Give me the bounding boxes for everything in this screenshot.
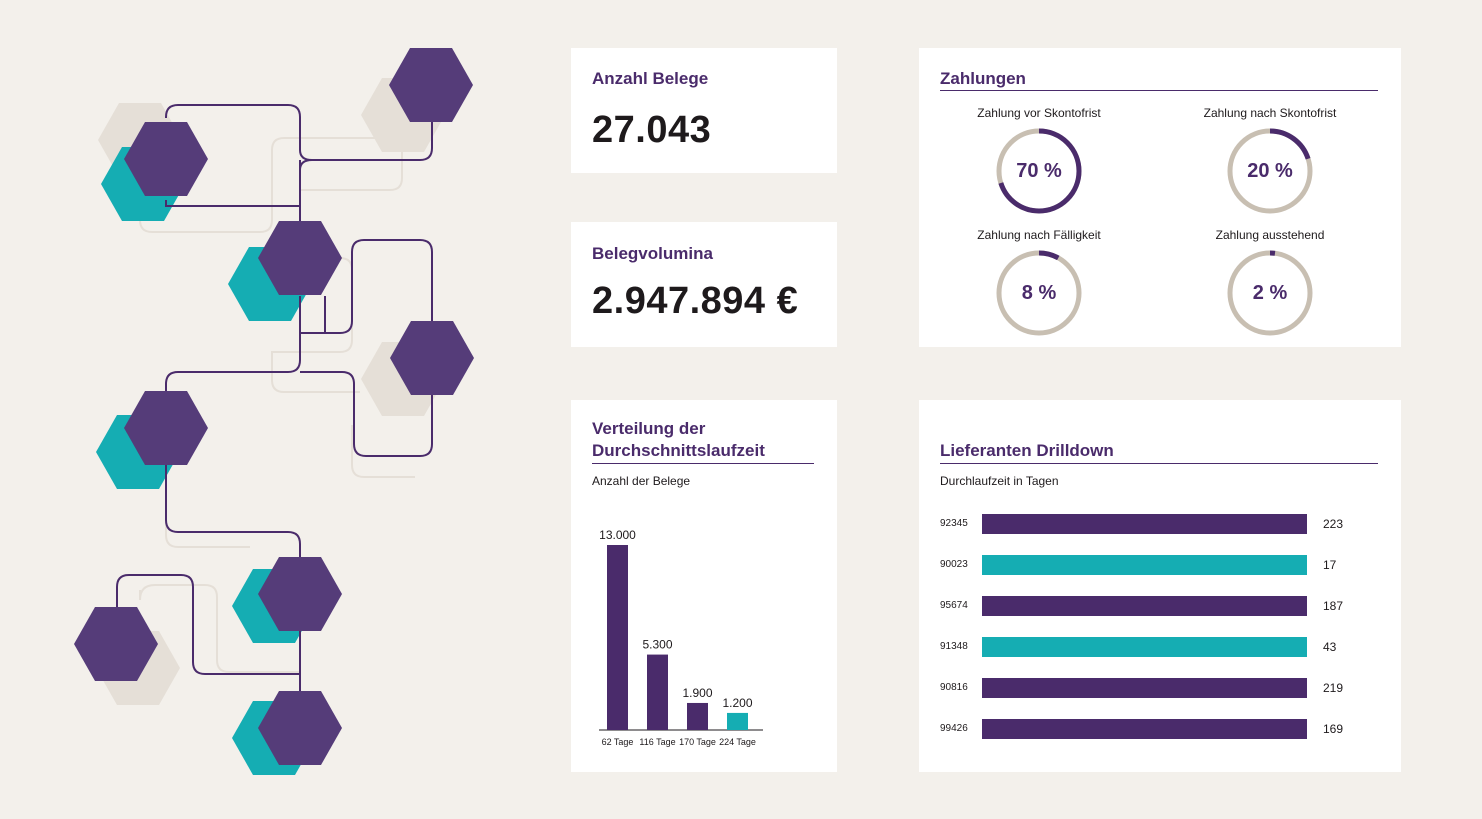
distribution-subtitle: Anzahl der Belege — [592, 474, 691, 488]
chart-value-label: 1.200 — [722, 696, 752, 710]
supplier-id: 99426 — [940, 723, 968, 734]
supplier-id: 90816 — [940, 682, 968, 693]
hexagon-network-illustration — [74, 48, 474, 775]
supplier-value: 43 — [1323, 640, 1337, 654]
distribution-title-line2: Durchschnittslaufzeit — [592, 441, 765, 460]
supplier-value: 223 — [1323, 517, 1344, 531]
payment-label-2: Zahlung nach Fälligkeit — [977, 228, 1101, 242]
payment-donut-arc-3 — [1227, 250, 1313, 336]
supplier-id: 91348 — [940, 641, 968, 652]
payment-donut-3: 2 % — [1225, 248, 1315, 338]
card-documents-count: Anzahl Belege 27.043 — [571, 48, 837, 173]
card-payments: Zahlungen Zahlung vor Skontofrist 70 % Z… — [919, 48, 1401, 347]
supplier-value: 169 — [1323, 722, 1344, 736]
payment-value-0: 70 % — [1016, 160, 1062, 182]
supplier-bar — [982, 719, 1307, 739]
supplier-id: 92345 — [940, 518, 968, 529]
payments-title-rule — [940, 90, 1378, 91]
payment-donut-arc-2 — [996, 250, 1082, 336]
supplier-id: 95674 — [940, 600, 968, 611]
payment-donut-1: 20 % — [1225, 126, 1315, 216]
payment-label-1: Zahlung nach Skontofrist — [1203, 106, 1337, 120]
card-supplier-drilldown: Lieferanten Drilldown Durchlaufzeit in T… — [919, 400, 1401, 772]
chart-bar — [727, 712, 748, 730]
chart-tick-label: 116 Tage — [639, 737, 675, 747]
documents-title: Anzahl Belege — [592, 69, 709, 88]
chart-tick-label: 224 Tage — [719, 737, 756, 747]
supplier-value: 219 — [1323, 681, 1344, 695]
payment-value-2: 8 % — [1021, 282, 1057, 304]
chart-value-label: 13.000 — [599, 528, 636, 542]
supplier-value: 17 — [1323, 558, 1337, 572]
chart-tick-label: 62 Tage — [602, 737, 634, 747]
distribution-title-line1: Verteilung der — [592, 419, 706, 438]
chart-tick-label: 170 Tage — [679, 737, 716, 747]
chart-bar — [607, 545, 628, 730]
supplier-bar — [982, 637, 1307, 657]
distribution-bar-chart: 13.000 62 Tage 5.300 116 Tage 1.900 170 Tage 1… — [599, 528, 763, 747]
supplier-bar — [982, 596, 1307, 616]
payment-label-0: Zahlung vor Skontofrist — [977, 106, 1101, 120]
supplier-id: 90023 — [940, 559, 968, 570]
payment-donut-arc-0 — [996, 128, 1082, 214]
drilldown-subtitle: Durchlaufzeit in Tagen — [940, 474, 1059, 488]
drilldown-title: Lieferanten Drilldown — [940, 441, 1114, 460]
payment-donut-0: 70 % — [994, 126, 1084, 216]
payment-value-1: 20 % — [1247, 160, 1293, 182]
payment-donut-2: 8 % — [994, 248, 1084, 338]
card-document-volume: Belegvolumina 2.947.894 € — [571, 222, 837, 347]
supplier-bar — [982, 555, 1307, 575]
card-distribution-chart: Verteilung der Durchschnittslaufzeit Anz… — [571, 400, 837, 772]
supplier-value: 187 — [1323, 599, 1344, 613]
documents-value: 27.043 — [592, 109, 712, 151]
volume-value: 2.947.894 € — [592, 280, 799, 322]
volume-title: Belegvolumina — [592, 244, 713, 263]
drilldown-title-rule — [940, 463, 1378, 464]
supplier-bar — [982, 514, 1307, 534]
chart-value-label: 1.900 — [682, 686, 712, 700]
chart-value-label: 5.300 — [642, 638, 672, 652]
payments-title: Zahlungen — [940, 69, 1026, 88]
payment-donut-arc-1 — [1227, 128, 1313, 214]
payment-label-3: Zahlung ausstehend — [1215, 228, 1325, 242]
chart-bar — [687, 702, 708, 730]
distribution-title-rule — [592, 463, 814, 464]
supplier-bar — [982, 678, 1307, 698]
chart-bar — [647, 654, 668, 730]
payment-value-3: 2 % — [1252, 282, 1288, 304]
